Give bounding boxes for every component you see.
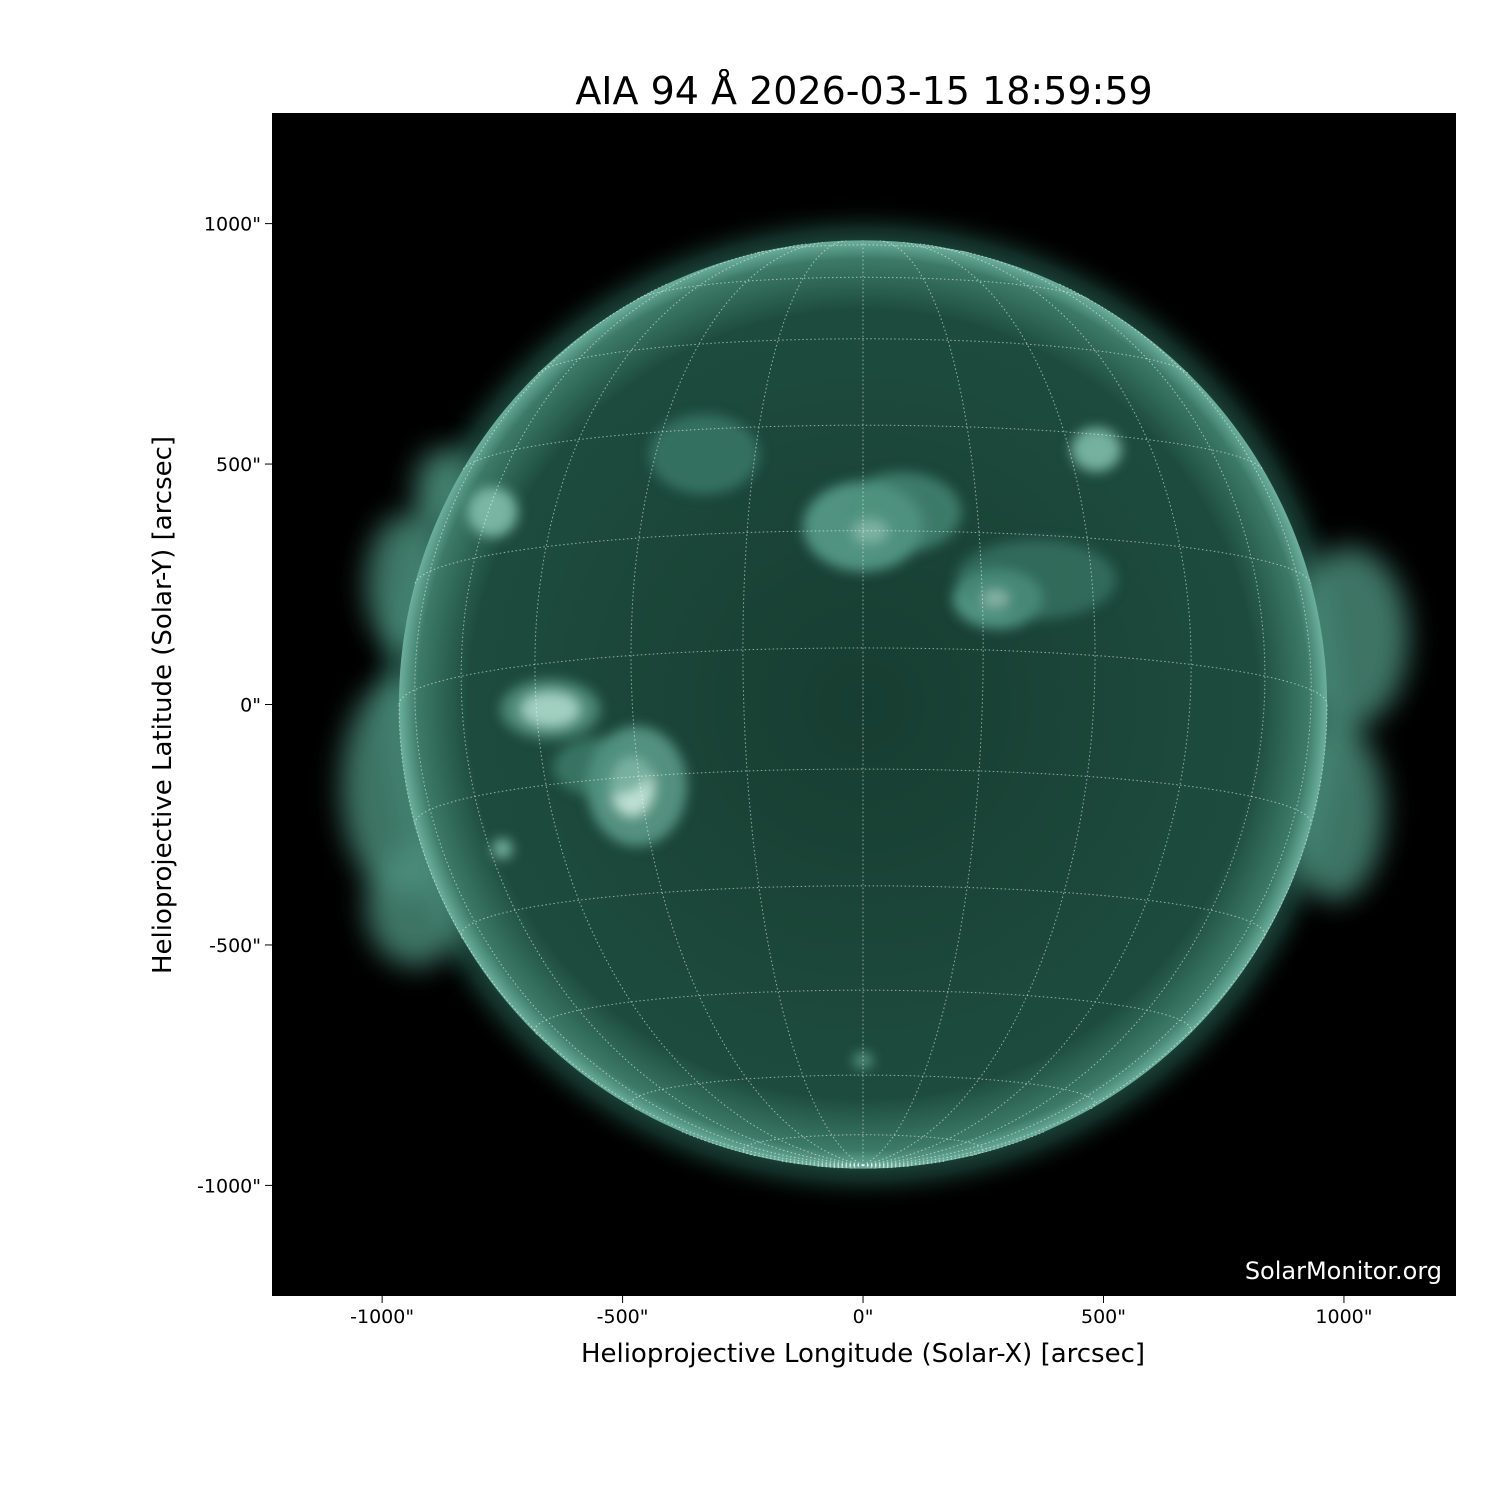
active-region bbox=[1071, 427, 1122, 472]
y-tick-label: -1000" bbox=[197, 1175, 261, 1197]
grid-line bbox=[862, 241, 1096, 1166]
x-tick-label: 0" bbox=[853, 1306, 874, 1328]
x-tick-label: 500" bbox=[1081, 1306, 1126, 1328]
grid-line bbox=[862, 243, 1192, 1166]
grid-line bbox=[414, 283, 864, 1166]
x-tick-label: -1000" bbox=[350, 1306, 414, 1328]
active-region bbox=[492, 838, 513, 859]
grid-line bbox=[537, 338, 1189, 374]
sun-image bbox=[341, 198, 1409, 1211]
watermark: SolarMonitor.org bbox=[1245, 1257, 1442, 1285]
active-region bbox=[649, 414, 760, 495]
y-tick-label: 1000" bbox=[204, 214, 261, 236]
y-tick-label: 500" bbox=[216, 454, 261, 476]
grid-line bbox=[414, 768, 1312, 824]
x-tick-label: -500" bbox=[597, 1306, 649, 1328]
grid-line bbox=[742, 1134, 984, 1157]
x-axis-label: Helioprojective Longitude (Solar-X) [arc… bbox=[581, 1339, 1145, 1369]
grid-line bbox=[460, 885, 1266, 939]
active-region bbox=[956, 539, 1117, 620]
y-axis-label: Helioprojective Latitude (Solar-Y) [arcs… bbox=[148, 436, 178, 974]
grid-line bbox=[630, 1074, 1096, 1110]
chart-title: AIA 94 Å 2026-03-15 18:59:59 bbox=[575, 69, 1152, 113]
grid-line bbox=[460, 250, 864, 1166]
grid-line bbox=[414, 530, 1312, 584]
grid-line bbox=[862, 1164, 896, 1169]
grid-line bbox=[630, 241, 864, 1166]
grid-line bbox=[534, 989, 1192, 1035]
grid-line bbox=[398, 704, 864, 1166]
y-tick-label: 0" bbox=[240, 695, 261, 717]
active-region bbox=[553, 737, 654, 798]
grid-line bbox=[862, 704, 1328, 1166]
x-tick-label: 1000" bbox=[1315, 1306, 1372, 1328]
grid-line bbox=[862, 283, 1312, 1166]
active-region bbox=[467, 487, 518, 538]
grid-line bbox=[862, 250, 1266, 1166]
active-region bbox=[841, 472, 962, 553]
y-tick-label: -500" bbox=[209, 935, 261, 957]
grid-line bbox=[462, 424, 1264, 470]
heliographic-grid bbox=[398, 240, 1328, 1169]
active-region bbox=[500, 679, 601, 740]
